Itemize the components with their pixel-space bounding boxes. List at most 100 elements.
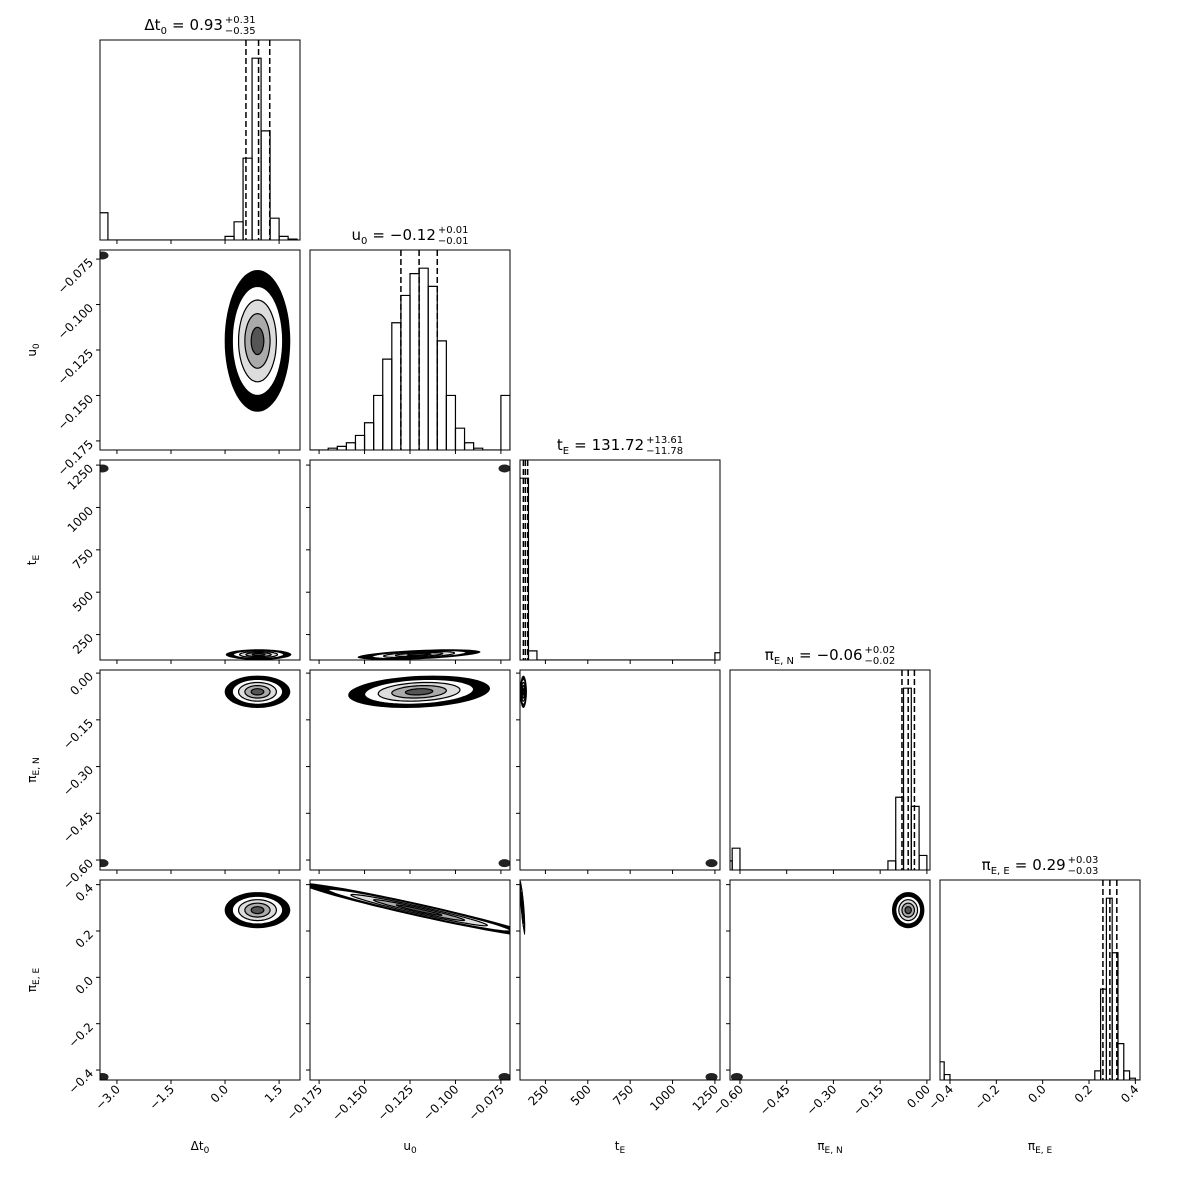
outlier-cluster — [498, 1072, 510, 1080]
x-tick-label: 0.0 — [208, 1082, 231, 1105]
density-contour — [250, 688, 265, 696]
x-tick-label: 750 — [610, 1082, 636, 1108]
hist-bin — [278, 235, 289, 240]
title-plus: +0.03 — [1068, 855, 1099, 866]
y-tick-label: −0.45 — [60, 810, 96, 846]
axis-label-main: π — [25, 775, 39, 782]
title-text: u0 = −0.12 — [351, 226, 435, 247]
hist-bin — [445, 394, 457, 450]
y-tick-label: −0.150 — [55, 392, 96, 433]
outlier-cluster — [705, 859, 718, 868]
x-tick-label: −0.30 — [804, 1082, 840, 1118]
title-text: πE, E = 0.29 — [982, 856, 1066, 877]
hist-bin — [918, 854, 928, 870]
panel-frame — [519, 669, 721, 871]
x-tick-label: 1000 — [647, 1082, 678, 1113]
title-median: −0.12 — [390, 226, 436, 244]
panel-frame — [729, 879, 931, 1081]
hist-bin — [714, 652, 720, 660]
title-sub: E — [563, 446, 569, 457]
hist-bin — [336, 445, 347, 450]
axis-label-sub: E, N — [825, 1146, 843, 1156]
x-tick-label: −0.175 — [284, 1082, 325, 1123]
title-text: Δt0 = 0.93 — [144, 16, 223, 37]
axis-label-sub: E, E — [32, 968, 42, 985]
y-tick-label: −0.30 — [60, 763, 96, 799]
x-tick-label: 1.5 — [262, 1082, 285, 1105]
axis-label-main: Δt — [191, 1139, 204, 1153]
x-tick-label: −0.4 — [926, 1082, 957, 1113]
density-panel — [520, 880, 718, 1080]
y-tick-label: 0.2 — [73, 927, 96, 950]
title-plus: +0.02 — [865, 645, 896, 656]
hist-bin — [269, 217, 280, 240]
hist-bin — [100, 212, 109, 240]
panel-title: tE = 131.72 +13.61−11.78 — [557, 435, 683, 457]
panel-frame — [519, 459, 721, 661]
density-panel — [730, 892, 925, 1080]
hist-bin — [1111, 952, 1119, 1080]
histogram — [100, 40, 298, 240]
axis-label-sub: 0 — [204, 1146, 210, 1156]
hist-bin — [527, 650, 538, 660]
outlier-cluster — [498, 859, 510, 868]
x-tick-label: −0.100 — [420, 1082, 461, 1123]
panel-frame — [99, 669, 301, 871]
axis-label-sub: 0 — [411, 1146, 417, 1156]
histogram — [310, 250, 510, 450]
title-sub: E, N — [774, 656, 794, 667]
panel-frame — [519, 879, 721, 1081]
density-panel — [310, 883, 510, 1080]
title-median: −0.06 — [817, 646, 863, 664]
title-eq: = — [574, 436, 587, 454]
hist-bin — [940, 1061, 945, 1080]
y-axis-label: tE — [25, 554, 42, 565]
hist-bin — [454, 427, 466, 450]
axis-label-main: t — [615, 1139, 620, 1153]
outlier-cluster — [100, 464, 109, 473]
panel-frame — [309, 459, 511, 661]
x-tick-label: −0.075 — [466, 1082, 507, 1123]
outlier-cluster — [100, 859, 109, 868]
y-tick-label: 0.00 — [67, 669, 96, 698]
x-tick-label: 500 — [568, 1082, 594, 1108]
x-tick-label: 0.0 — [1025, 1082, 1048, 1105]
title-eq: = — [372, 226, 385, 244]
axis-label-sub: E, E — [1035, 1146, 1052, 1156]
panel-title: πE, N = −0.06 +0.02−0.02 — [765, 645, 895, 667]
hist-bin — [1117, 1043, 1125, 1080]
axis-label-main: u — [403, 1139, 411, 1153]
axis-label-main: π — [1028, 1139, 1035, 1153]
title-minus: −0.01 — [438, 236, 469, 247]
panel-frame — [939, 879, 1141, 1081]
title-plus: +0.01 — [438, 225, 469, 236]
hist-bin — [354, 434, 366, 450]
density-contour — [904, 906, 912, 915]
outlier-cluster — [705, 1072, 718, 1080]
density-panel — [100, 892, 291, 1080]
panel-frame — [99, 879, 301, 1081]
title-eq: = — [172, 16, 185, 34]
axis-label-main: t — [25, 560, 39, 565]
histogram — [520, 460, 720, 660]
axis-label-sub: E — [620, 1146, 626, 1156]
hist-bin — [887, 860, 897, 870]
density-panel — [357, 464, 510, 660]
x-tick-label: 250 — [525, 1082, 551, 1108]
hist-bin — [373, 394, 384, 450]
density-panel — [100, 675, 291, 868]
hist-bin — [520, 477, 530, 660]
hist-bin — [224, 235, 235, 240]
outlier-cluster — [100, 251, 109, 260]
title-text: tE = 131.72 — [557, 436, 644, 457]
histogram — [730, 670, 928, 870]
hist-bin — [910, 805, 920, 870]
title-minus: −0.02 — [865, 656, 896, 667]
density-contour — [522, 688, 525, 696]
density-panel — [348, 675, 510, 868]
hist-bin — [391, 322, 402, 450]
title-plus: +0.31 — [225, 15, 256, 26]
hist-bin — [902, 687, 912, 870]
y-tick-label: 0.0 — [73, 974, 96, 997]
